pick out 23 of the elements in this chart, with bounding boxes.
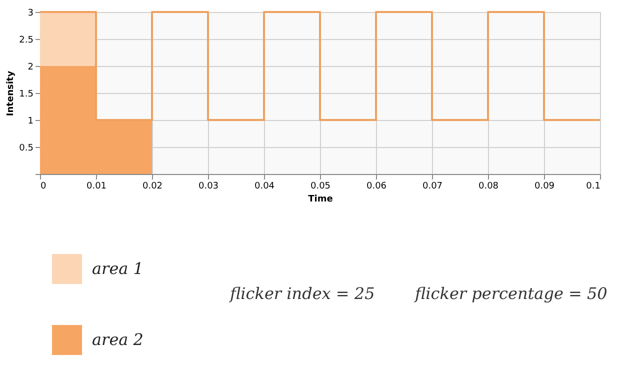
legend-label: area 1: [92, 259, 144, 278]
x-tick-label: 0.07: [422, 182, 443, 192]
x-tick-label: 0.02: [142, 182, 163, 192]
text: flicker percentage = 50: [414, 284, 608, 303]
x-tick-label: 0.01: [86, 182, 107, 192]
legend-label: area 2: [92, 330, 144, 349]
y-tick-label: 0.5: [19, 144, 34, 154]
y-tick-label: 1.5: [19, 90, 34, 100]
x-tick-label: 0.05: [310, 182, 331, 192]
y-tick-label: 2: [28, 62, 34, 72]
y-tick-label: 1: [28, 116, 34, 126]
x-tick-label: 0.08: [478, 182, 499, 192]
x-tick-label: 0.03: [198, 182, 219, 192]
x-tick-label: 0: [40, 182, 46, 192]
x-tick-label: 0.04: [254, 182, 275, 192]
y-tick-label: 2.5: [19, 36, 34, 46]
y-tick-label: 3: [28, 8, 34, 18]
x-tick-label: 0.06: [366, 182, 387, 192]
text: flicker index = 25: [229, 284, 375, 303]
x-tick-label: 0.09: [534, 182, 555, 192]
y-axis-title: Intensity: [6, 70, 16, 116]
x-tick-label: 0.1: [586, 182, 600, 192]
x-axis-title: Time: [308, 194, 333, 204]
